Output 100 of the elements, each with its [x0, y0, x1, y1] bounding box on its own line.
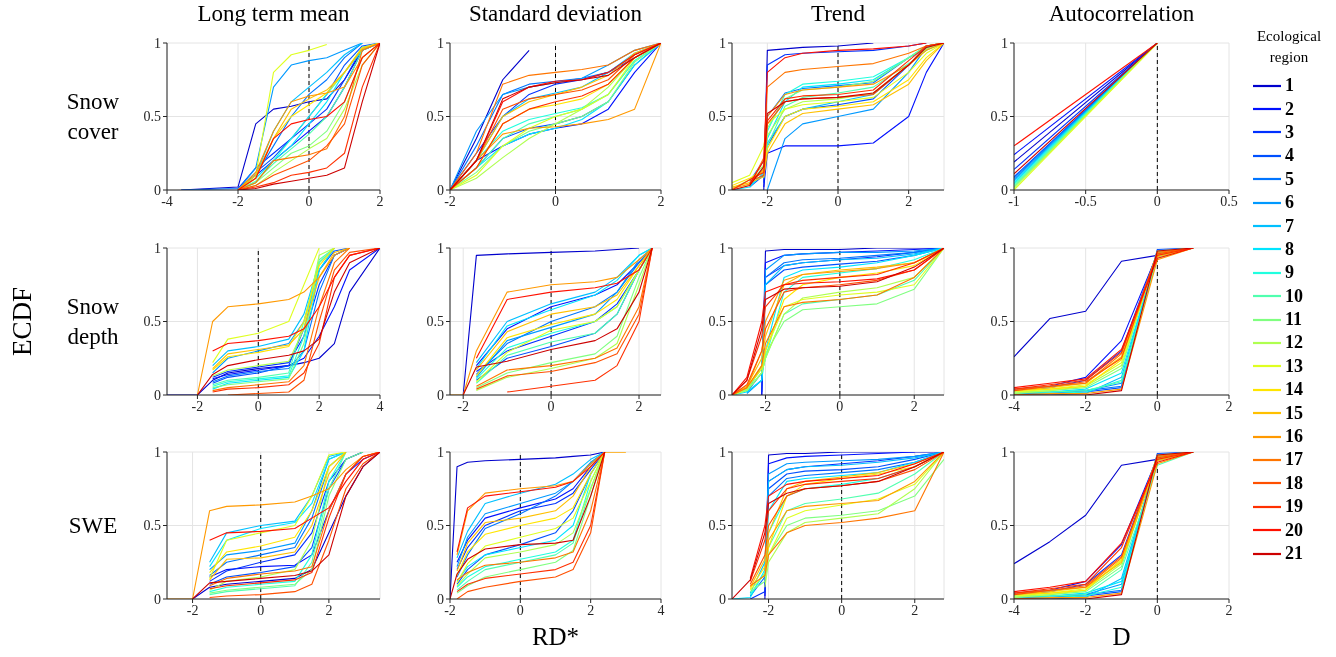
x-tick-label: 0	[1153, 602, 1161, 618]
x-tick-label: -2	[186, 602, 199, 618]
y-axis-title: Snow depth	[65, 292, 121, 351]
x-tick-label: -4	[1008, 398, 1020, 414]
y-tick-label: 0.5	[708, 314, 726, 330]
x-tick-label: 0	[836, 398, 844, 414]
x-tick-label: -2	[191, 398, 204, 414]
y-tick-label: 0.5	[143, 314, 161, 330]
y-tick-label: 0	[154, 387, 161, 403]
legend-label: 2	[1285, 98, 1294, 120]
y-tick-label: 0	[437, 182, 444, 198]
y-tick-label: 0	[437, 387, 444, 403]
x-tick-label: -2	[1079, 398, 1092, 414]
legend-label: 14	[1285, 379, 1303, 401]
legend-label: 1	[1285, 75, 1294, 97]
x-tick-label: 0	[834, 193, 842, 209]
x-tick-label: 2	[1225, 602, 1233, 618]
y-tick-label: 1	[437, 444, 444, 460]
x-tick-label: -1	[1008, 193, 1020, 209]
y-tick-label: 0.5	[426, 314, 444, 330]
x-tick-label: 0	[257, 602, 265, 618]
y-tick-label: 0.5	[143, 109, 161, 125]
x-tick-label: 0	[516, 602, 524, 618]
legend-title: Ecological region	[1255, 27, 1323, 67]
x-tick-label: -2	[444, 602, 456, 618]
x-tick-label: 2	[325, 602, 333, 618]
y-tick-label: 1	[154, 240, 161, 256]
x-tick-label: -2	[232, 193, 244, 209]
x-tick-label: 0	[1153, 398, 1161, 414]
y-axis-title: Snow cover	[65, 87, 121, 146]
x-tick-label: -2	[457, 398, 470, 414]
chart-title: Autocorrelation	[1047, 1, 1196, 27]
y-tick-label: 1	[1001, 35, 1008, 51]
y-tick-label: 1	[154, 444, 161, 460]
x-tick-label: 0	[1153, 193, 1161, 209]
x-tick-label: 2	[587, 602, 595, 618]
x-tick-label: -2	[759, 398, 772, 414]
y-tick-label: 0.5	[990, 314, 1008, 330]
legend-label: 9	[1285, 262, 1294, 284]
y-tick-label: 1	[1001, 444, 1008, 460]
legend-label: 15	[1285, 402, 1303, 424]
y-tick-label: 0	[154, 182, 161, 198]
x-tick-label: -2	[761, 193, 774, 209]
x-tick-label: 0	[305, 193, 313, 209]
x-tick-label: -4	[161, 193, 173, 209]
y-tick-label: 1	[437, 240, 444, 256]
x-axis-title: D	[1111, 623, 1132, 651]
legend-label: 3	[1285, 121, 1294, 143]
y-tick-label: 0.5	[426, 518, 444, 534]
legend-label: 6	[1285, 192, 1294, 214]
y-tick-label: 0.5	[426, 109, 444, 125]
y-tick-label: 1	[719, 240, 726, 256]
x-tick-label: 2	[635, 398, 643, 414]
legend-label: 7	[1285, 215, 1294, 237]
x-tick-label: -2	[762, 602, 775, 618]
legend-label: 21	[1285, 543, 1303, 564]
y-tick-label: 0.5	[708, 109, 726, 125]
legend-label: 17	[1285, 449, 1303, 471]
legend-label: 11	[1285, 309, 1303, 331]
y-tick-label: 1	[154, 35, 161, 51]
chart-title: Standard deviation	[467, 1, 644, 27]
x-tick-label: -2	[444, 193, 456, 209]
x-tick-label: 2	[1225, 398, 1233, 414]
y-tick-label: 0	[154, 591, 161, 607]
x-tick-label: 0	[254, 398, 262, 414]
y-tick-label: 1	[437, 35, 444, 51]
y-tick-label: 0	[1001, 591, 1008, 607]
legend-label: 4	[1285, 145, 1294, 167]
y-tick-label: 1	[719, 35, 726, 51]
y-tick-label: 0	[437, 591, 444, 607]
x-tick-label: 2	[315, 398, 323, 414]
y-tick-label: 0.5	[143, 518, 161, 534]
y-tick-label: 1	[719, 444, 726, 460]
x-tick-label: 0	[552, 193, 559, 209]
x-tick-label: 2	[911, 602, 919, 618]
y-tick-label: 0.5	[708, 518, 726, 534]
legend-label: 19	[1285, 496, 1303, 518]
x-tick-label: -2	[1079, 602, 1092, 618]
y-tick-label: 0	[719, 182, 726, 198]
legend-label: 8	[1285, 238, 1294, 260]
y-tick-label: 1	[1001, 240, 1008, 256]
x-tick-label: 0	[838, 602, 846, 618]
y-tick-label: 0	[719, 591, 726, 607]
x-tick-label: 2	[376, 193, 384, 209]
legend-label: 16	[1285, 426, 1303, 448]
x-axis-title: RD*	[530, 623, 581, 651]
chart-title: Long term mean	[196, 1, 351, 27]
y-tick-label: 0.5	[990, 518, 1008, 534]
legend-label: 13	[1285, 355, 1303, 377]
chart-title: Trend	[809, 1, 867, 27]
y-tick-label: 0	[719, 387, 726, 403]
x-tick-label: 4	[376, 398, 384, 414]
legend-label: 5	[1285, 168, 1294, 190]
legend-label: 10	[1285, 285, 1303, 307]
legend-label: 12	[1285, 332, 1303, 354]
y-tick-label: 0	[1001, 182, 1008, 198]
x-tick-label: -0.5	[1074, 193, 1097, 209]
x-tick-label: 2	[657, 193, 665, 209]
x-tick-label: 0	[547, 398, 555, 414]
x-tick-label: -4	[1008, 602, 1020, 618]
